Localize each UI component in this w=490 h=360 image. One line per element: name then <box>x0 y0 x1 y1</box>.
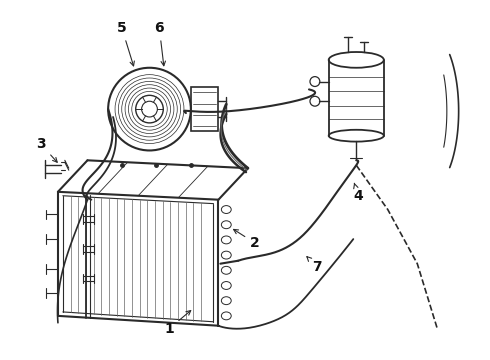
Text: 7: 7 <box>307 257 322 274</box>
Text: 2: 2 <box>234 229 260 250</box>
Text: 4: 4 <box>353 183 363 203</box>
Bar <box>191 87 219 131</box>
Text: 1: 1 <box>164 311 191 336</box>
Text: 3: 3 <box>36 138 57 162</box>
Text: 6: 6 <box>154 21 166 66</box>
Text: 5: 5 <box>117 21 134 66</box>
